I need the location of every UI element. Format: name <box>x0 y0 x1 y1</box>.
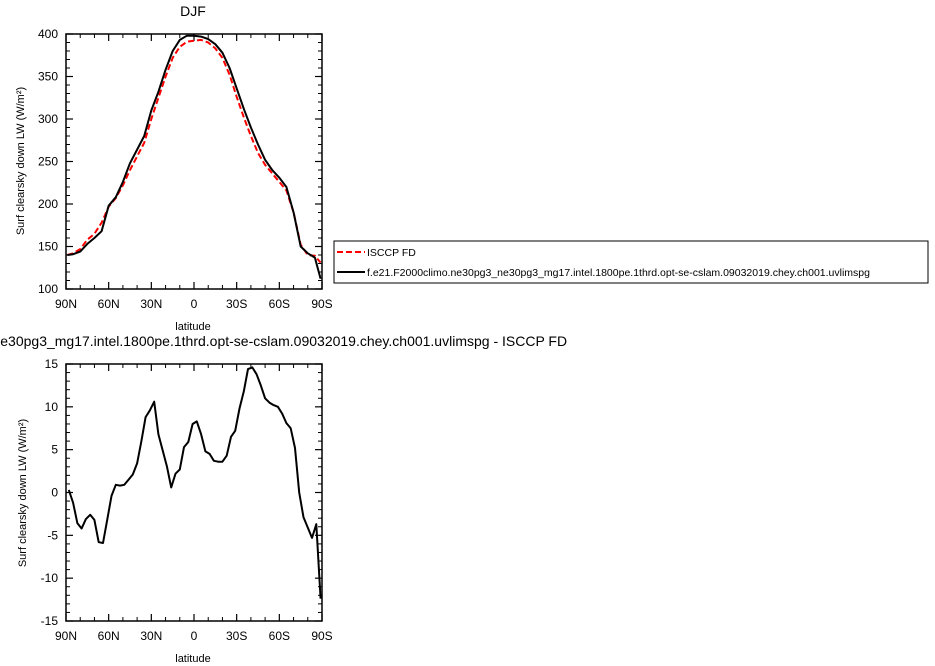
x-tick-label: 30N <box>140 629 162 643</box>
y-tick-label: -15 <box>41 614 59 628</box>
bottom-chart: f.e21.F2000climo.ne30pg3_ne30pg3_mg17.in… <box>0 333 567 665</box>
y-tick-label: 150 <box>38 240 58 254</box>
bottom-y-axis-title: Surf clearsky down LW (W/m²) <box>17 419 29 567</box>
y-tick-label: 10 <box>45 400 59 414</box>
bottom-x-axis-title: latitude <box>175 653 210 665</box>
x-tick-label: 0 <box>191 629 198 643</box>
top-y-axis: 100 150 200 250 300 350 400 <box>38 27 322 296</box>
x-tick-label: 30S <box>226 629 247 643</box>
x-tick-label: 90S <box>311 297 332 311</box>
legend: ISCCP FD f.e21.F2000climo.ne30pg3_ne30pg… <box>333 240 929 284</box>
y-tick-label: 300 <box>38 112 58 126</box>
x-tick-label: 30S <box>226 297 247 311</box>
y-tick-label: 400 <box>38 27 58 41</box>
bottom-x-axis: 90N 60N 30N 0 30S 60S 90S <box>55 364 333 643</box>
y-tick-label: 100 <box>38 282 58 296</box>
top-plot-frame <box>65 33 323 290</box>
y-tick-label: 0 <box>51 486 58 500</box>
y-tick-label: -10 <box>41 571 59 585</box>
x-tick-label: 90S <box>311 629 332 643</box>
top-x-axis-title: latitude <box>175 321 210 333</box>
y-tick-label: 5 <box>51 443 58 457</box>
x-tick-label: 60N <box>98 629 120 643</box>
x-tick-label: 30N <box>140 297 162 311</box>
x-tick-label: 60N <box>98 297 120 311</box>
legend-label-model: f.e21.F2000climo.ne30pg3_ne30pg3_mg17.in… <box>367 267 870 279</box>
top-x-axis: 90N 60N 30N 0 30S 60S 90S <box>55 34 333 311</box>
top-y-axis-title: Surf clearsky down LW (W/m²) <box>15 87 27 235</box>
x-tick-label: 90N <box>55 629 77 643</box>
series-line-0 <box>67 366 322 599</box>
y-tick-label: 200 <box>38 197 58 211</box>
bottom-plot-frame <box>65 363 323 622</box>
legend-box <box>333 240 929 284</box>
bottom-chart-title: f.e21.F2000climo.ne30pg3_ne30pg3_mg17.in… <box>0 333 567 349</box>
series-line-1 <box>67 34 322 280</box>
y-tick-label: 15 <box>45 357 59 371</box>
bottom-series-group <box>67 366 322 599</box>
y-tick-label: 350 <box>38 70 58 84</box>
y-tick-label: -5 <box>47 528 58 542</box>
top-series-group <box>67 34 322 280</box>
y-tick-label: 250 <box>38 155 58 169</box>
x-tick-label: 60S <box>269 297 290 311</box>
series-line-0 <box>67 38 322 264</box>
x-tick-label: 0 <box>191 297 198 311</box>
x-tick-label: 90N <box>55 297 77 311</box>
legend-label-isccp: ISCCP FD <box>367 247 416 259</box>
bottom-y-axis: -15 -10 -5 0 5 10 15 <box>41 357 322 628</box>
x-tick-label: 60S <box>269 629 290 643</box>
top-chart-title: DJF <box>180 3 206 19</box>
top-chart: DJF 100 150 200 250 300 350 400 90N 60N 30N 0 30S 6… <box>15 3 929 333</box>
